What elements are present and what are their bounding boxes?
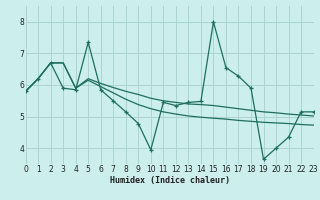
X-axis label: Humidex (Indice chaleur): Humidex (Indice chaleur) [109,176,230,185]
